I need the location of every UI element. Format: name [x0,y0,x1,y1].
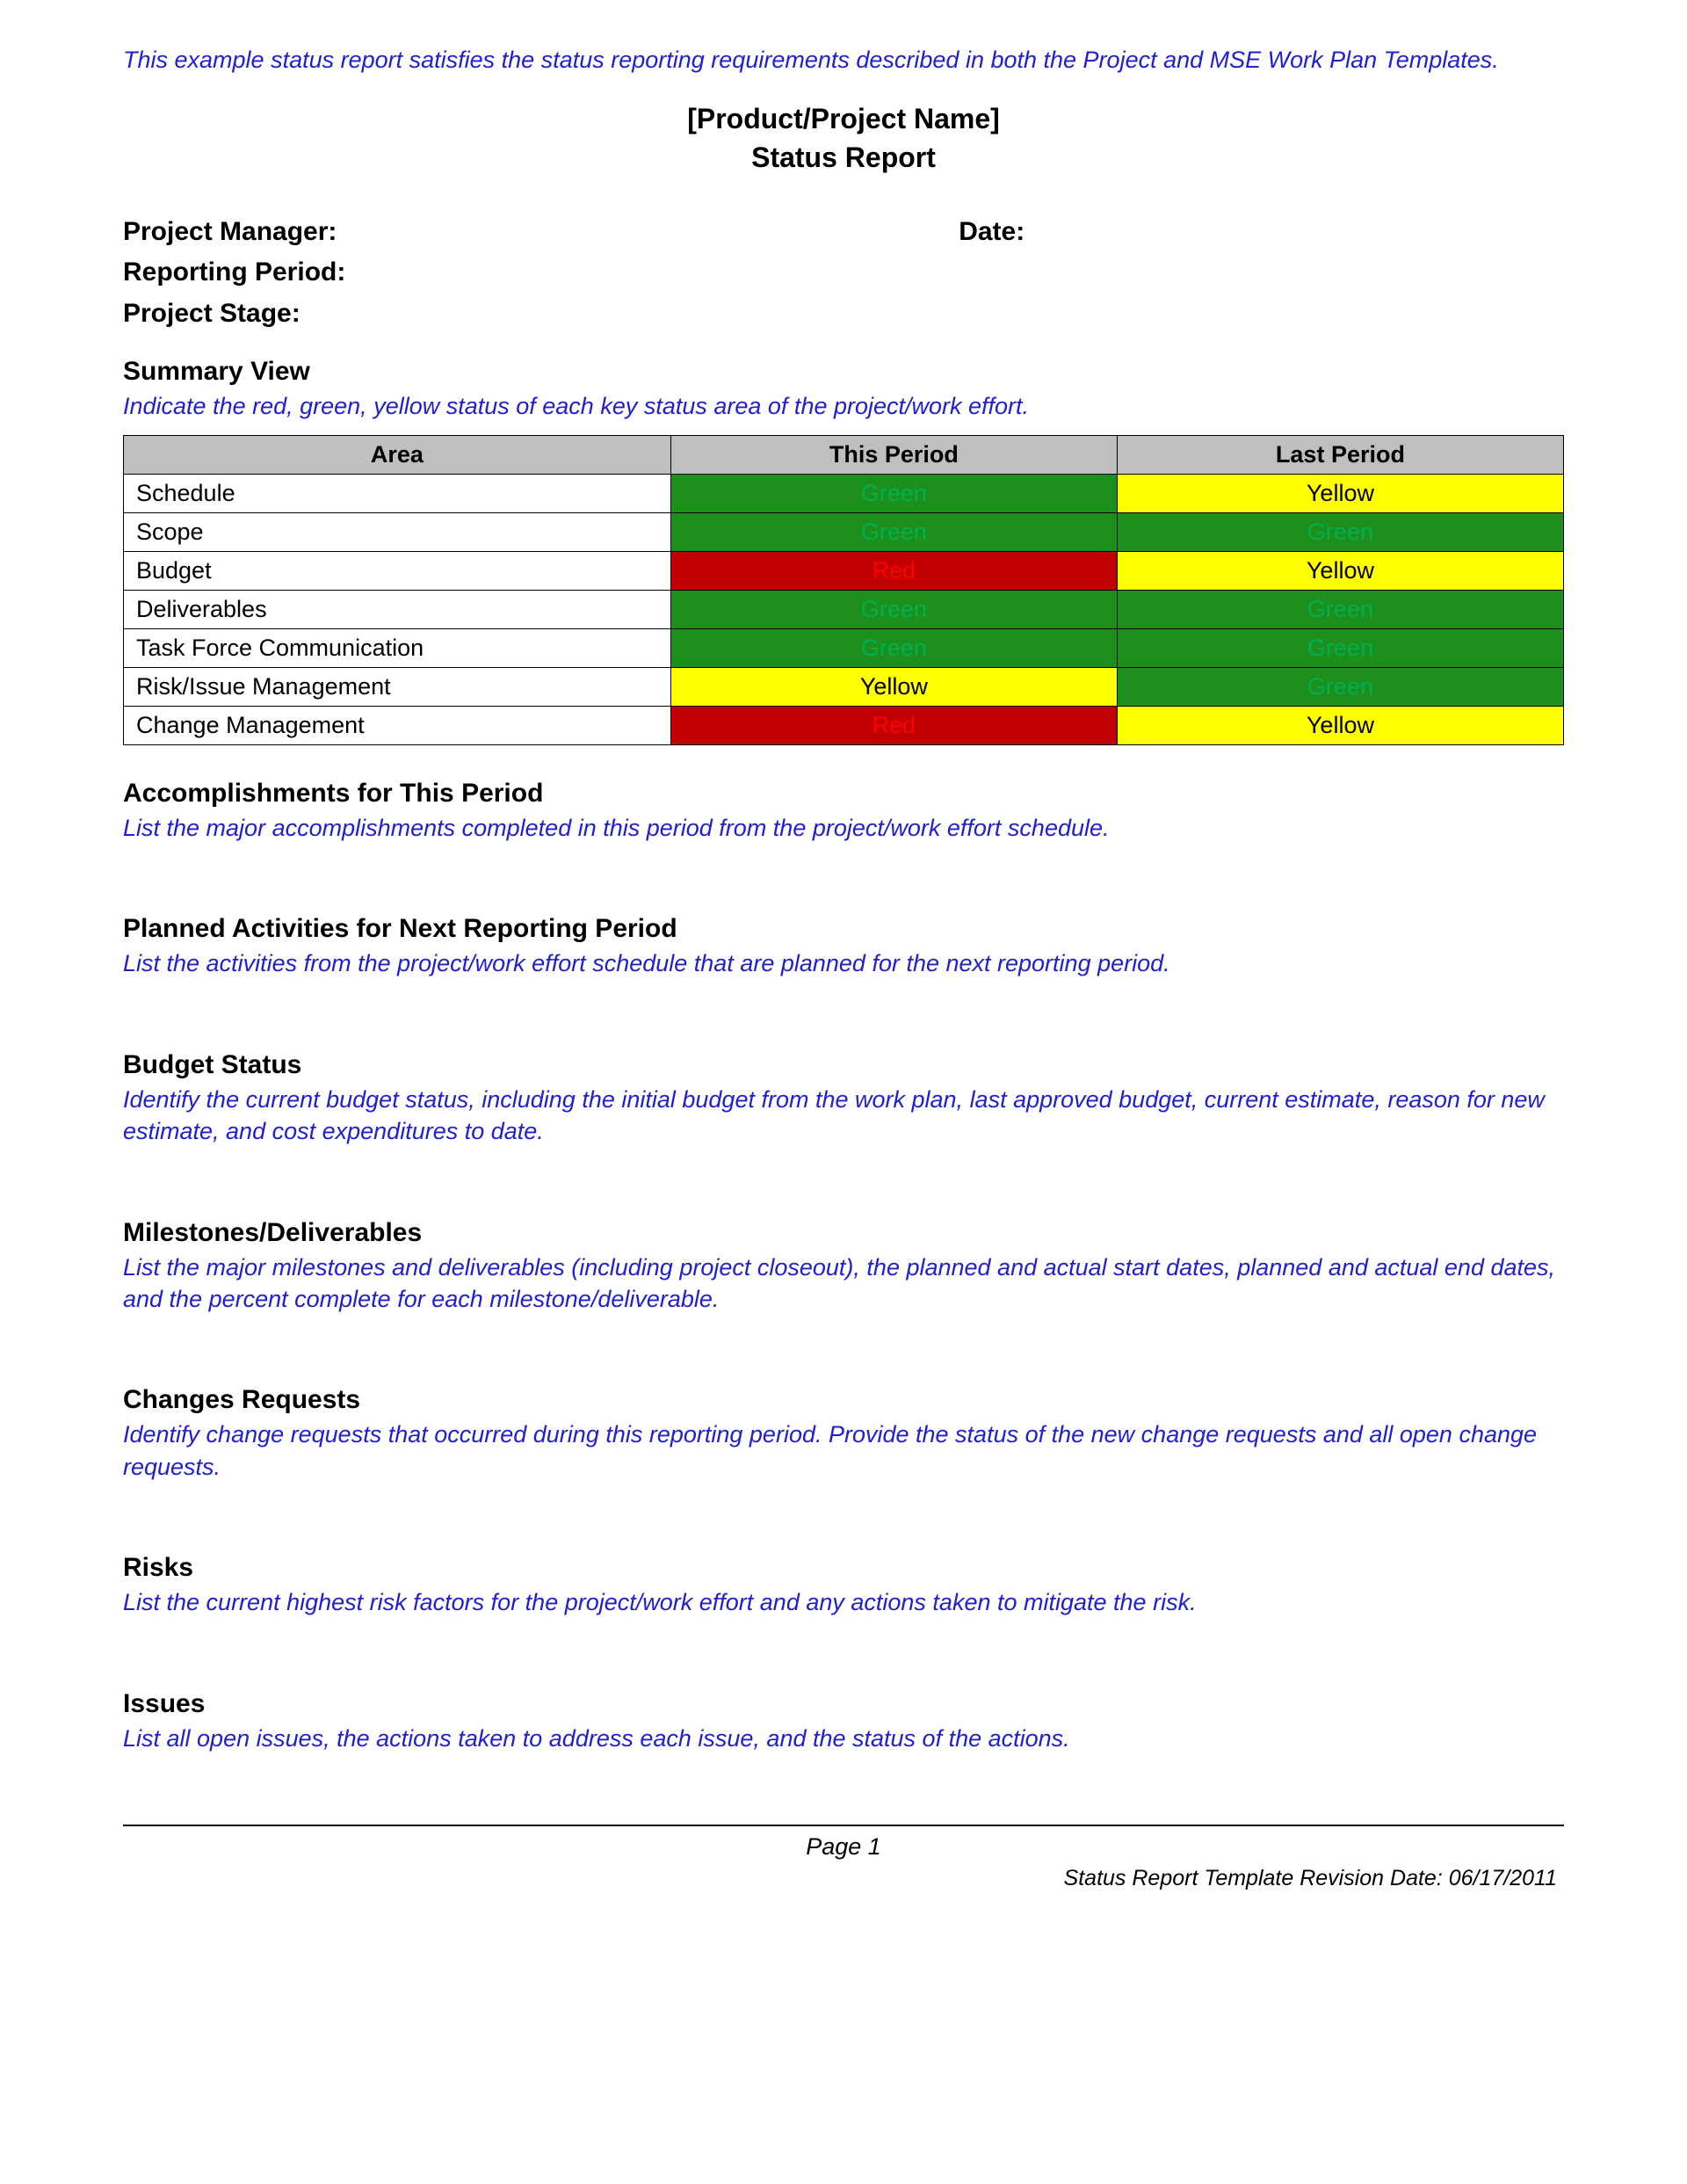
page-number: Page 1 [123,1826,1564,1866]
area-cell: Change Management [124,706,671,744]
section-heading: Planned Activities for Next Reporting Pe… [123,914,1564,944]
section-heading: Accomplishments for This Period [123,779,1564,809]
section-instruction: Identify change requests that occurred d… [123,1419,1564,1483]
last-period-cell: Green [1117,590,1563,628]
status-table: Area This Period Last Period ScheduleGre… [123,435,1564,745]
section-instruction: List the major milestones and deliverabl… [123,1252,1564,1316]
area-cell: Risk/Issue Management [124,667,671,706]
intro-note: This example status report satisfies the… [123,44,1564,76]
status-report-page: This example status report satisfies the… [123,44,1564,1926]
section-heading: Budget Status [123,1050,1564,1080]
section-instruction: List the activities from the project/wor… [123,947,1564,979]
col-last-period: Last Period [1117,435,1563,474]
table-row: Task Force CommunicationGreenGreen [124,628,1564,667]
section-heading: Issues [123,1689,1564,1719]
last-period-cell: Yellow [1117,706,1563,744]
section-instruction: List the current highest risk factors fo… [123,1586,1564,1618]
last-period-cell: Yellow [1117,474,1563,512]
table-row: Change ManagementRedYellow [124,706,1564,744]
last-period-cell: Yellow [1117,551,1563,590]
table-row: ScheduleGreenYellow [124,474,1564,512]
section-heading: Risks [123,1553,1564,1583]
this-period-cell: Green [670,590,1117,628]
revision-date: Status Report Template Revision Date: 06… [123,1866,1564,1891]
table-row: BudgetRedYellow [124,551,1564,590]
area-cell: Task Force Communication [124,628,671,667]
summary-heading: Summary View [123,357,1564,387]
last-period-cell: Green [1117,667,1563,706]
title-line-1: [Product/Project Name] [123,100,1564,138]
area-cell: Scope [124,512,671,551]
this-period-cell: Red [670,551,1117,590]
this-period-cell: Yellow [670,667,1117,706]
col-this-period: This Period [670,435,1117,474]
project-manager-label: Project Manager: [123,212,959,253]
area-cell: Deliverables [124,590,671,628]
title-block: [Product/Project Name] Status Report [123,100,1564,176]
section-instruction: List all open issues, the actions taken … [123,1723,1564,1754]
table-row: ScopeGreenGreen [124,512,1564,551]
section-instruction: Identify the current budget status, incl… [123,1084,1564,1148]
section-heading: Changes Requests [123,1385,1564,1415]
meta-block: Project Manager: Date: Reporting Period:… [123,212,1564,335]
table-row: Risk/Issue ManagementYellowGreen [124,667,1564,706]
summary-instruction: Indicate the red, green, yellow status o… [123,390,1564,422]
last-period-cell: Green [1117,628,1563,667]
project-stage-label: Project Stage: [123,294,959,335]
this-period-cell: Green [670,474,1117,512]
this-period-cell: Red [670,706,1117,744]
last-period-cell: Green [1117,512,1563,551]
area-cell: Budget [124,551,671,590]
col-area: Area [124,435,671,474]
this-period-cell: Green [670,512,1117,551]
area-cell: Schedule [124,474,671,512]
date-label: Date: [959,212,1564,253]
reporting-period-label: Reporting Period: [123,252,959,294]
status-table-header-row: Area This Period Last Period [124,435,1564,474]
title-line-2: Status Report [123,139,1564,177]
this-period-cell: Green [670,628,1117,667]
section-instruction: List the major accomplishments completed… [123,812,1564,844]
section-heading: Milestones/Deliverables [123,1218,1564,1248]
table-row: DeliverablesGreenGreen [124,590,1564,628]
